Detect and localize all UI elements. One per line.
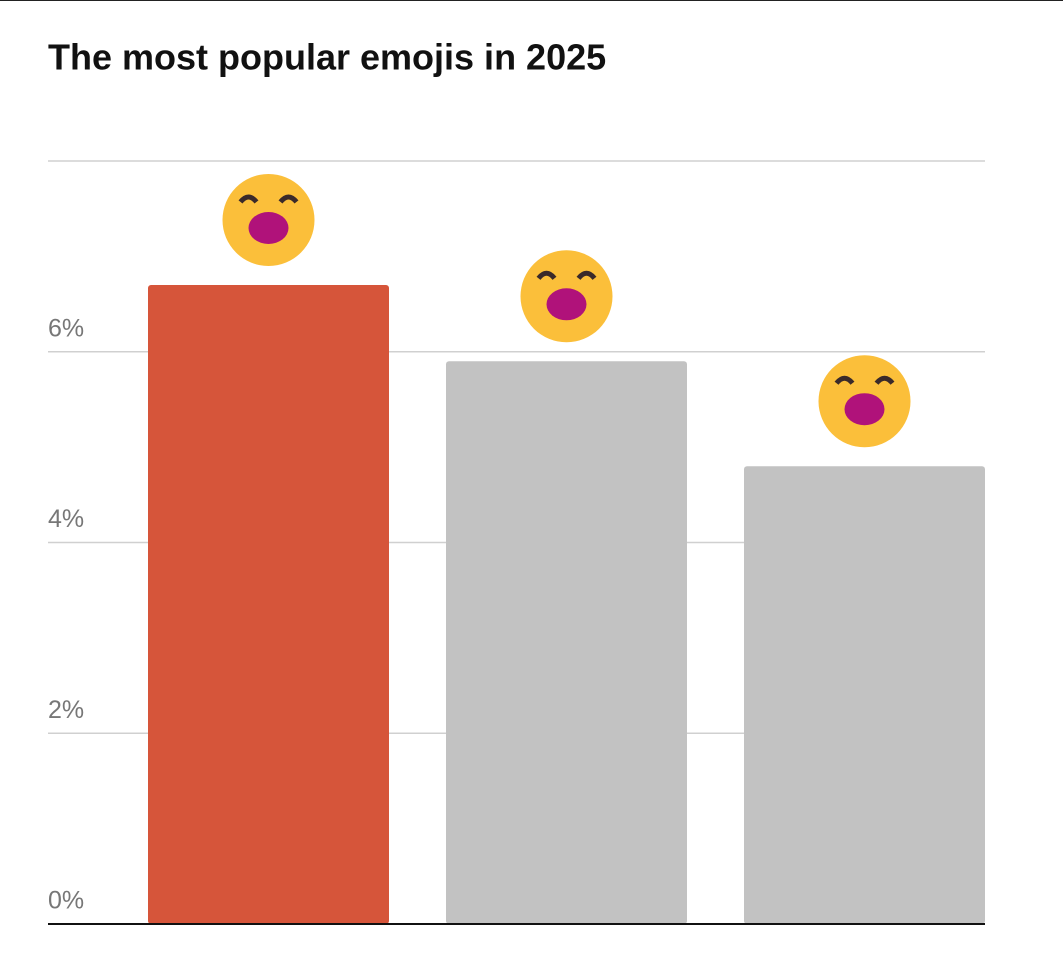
emoji-mouth (546, 288, 587, 321)
emoji-eye (834, 375, 895, 385)
emoji-icon (818, 355, 911, 448)
bar (446, 361, 687, 925)
emoji-mouth (844, 393, 885, 426)
emoji-icon (222, 173, 315, 266)
y-tick-label: 2% (48, 696, 84, 724)
y-tick-label: 6% (48, 314, 84, 342)
bar (148, 284, 389, 924)
emoji-eye (536, 270, 597, 280)
bar (744, 466, 985, 924)
emoji-eye (238, 194, 299, 204)
y-tick-label: 4% (48, 505, 84, 533)
emoji-icon (520, 250, 613, 343)
y-tick-label: 0% (48, 887, 84, 915)
chart-title: The most popular emojis in 2025 (48, 37, 606, 78)
emoji-mouth (248, 211, 289, 244)
